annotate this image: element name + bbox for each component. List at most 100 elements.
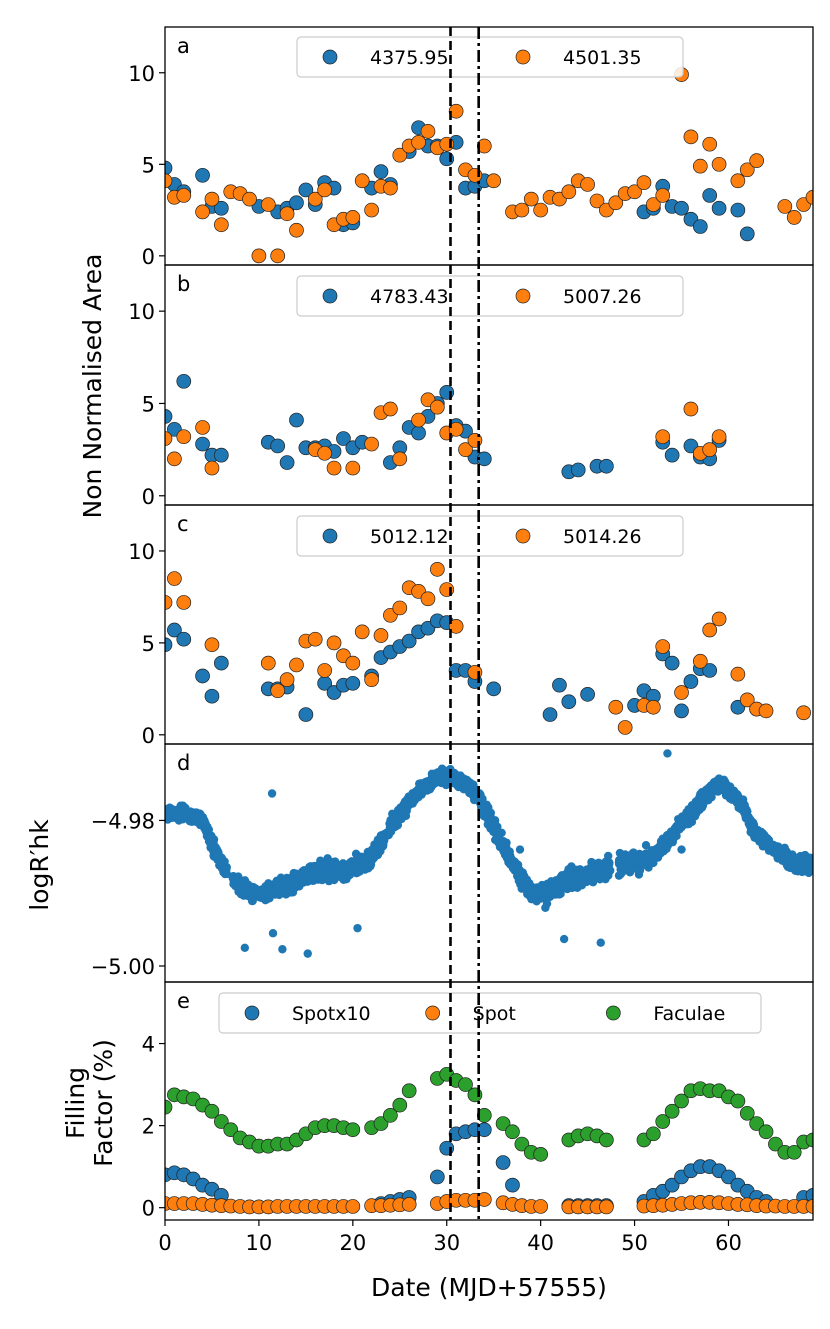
panel-e-point — [476, 1122, 492, 1138]
panel-e-point — [495, 1116, 511, 1131]
panel-d-point — [587, 862, 596, 872]
legend-marker — [515, 49, 531, 65]
panel-d-point — [530, 886, 540, 895]
panel-a-ytick-label: 0 — [142, 245, 155, 269]
panel-d-point — [601, 857, 610, 866]
panel-d-point — [738, 795, 748, 804]
panel-b-point — [411, 425, 426, 441]
panel-b-point — [711, 429, 727, 445]
legend-marker — [515, 288, 531, 304]
panel-c-point — [730, 666, 746, 682]
panel-a-point — [195, 204, 210, 220]
panel-a-point — [805, 189, 813, 205]
panel-b-point — [213, 447, 229, 463]
panel-a-point — [411, 134, 426, 150]
panel-a-point — [176, 188, 192, 203]
legend-label: 5012.12 — [370, 526, 449, 548]
panel-d-point — [331, 867, 341, 876]
panel-d-point — [469, 780, 478, 789]
panel-c-point — [486, 681, 502, 697]
panel-a-point — [165, 160, 173, 176]
panel-d-point — [758, 840, 768, 849]
panel-d-ylabel: logR′hk — [25, 819, 54, 911]
panel-d-point — [272, 881, 281, 890]
panel-b-point — [279, 455, 295, 470]
legend-marker — [322, 528, 338, 544]
panel-b-point — [270, 438, 286, 454]
legend-marker — [322, 288, 338, 304]
panel-e-ytick-label: 2 — [142, 1115, 155, 1139]
legend-marker — [322, 49, 338, 65]
panel-a-point — [486, 173, 502, 189]
panel-a-point — [195, 167, 210, 183]
panel-d-point — [314, 861, 323, 870]
panel-e-point — [533, 1146, 549, 1162]
panel-d-point — [623, 859, 633, 868]
panel-c-letter: c — [177, 512, 189, 536]
panel-c-point — [213, 655, 229, 671]
panel-c-point — [552, 677, 567, 693]
panel-c-legend: 5012.12 5014.26 — [296, 515, 684, 557]
panel-d-point — [717, 776, 726, 786]
panel-a-point — [289, 222, 304, 238]
panel-d-point — [755, 831, 765, 840]
panel-e-point — [664, 1177, 680, 1193]
panel-d-point — [211, 850, 221, 859]
panel-a-point — [645, 197, 661, 212]
panel-e-point — [213, 1114, 229, 1129]
panel-c-point — [167, 571, 182, 586]
panel-e-point — [805, 1199, 813, 1214]
panel-d-point — [364, 862, 373, 871]
panel-a-point — [476, 138, 492, 154]
panel-a-point — [636, 175, 652, 190]
panel-b-ytick-label: 10 — [128, 300, 155, 324]
panel-d-point — [691, 799, 700, 809]
panel-d-letter: d — [177, 751, 190, 775]
panel-d-point — [355, 867, 364, 876]
panel-d-point — [630, 859, 639, 868]
panel-d-point — [646, 850, 656, 859]
panel-c-point — [373, 628, 389, 643]
panel-d-outlier — [240, 943, 250, 952]
panel-a-point — [608, 195, 624, 211]
panel-a-point — [420, 124, 436, 139]
panel-b-point — [599, 458, 614, 474]
panel-c-point — [608, 699, 624, 715]
panel-c-point — [711, 611, 727, 627]
panel-c-series-5014-26 — [165, 561, 811, 735]
panel-e-point — [401, 1083, 417, 1099]
panel-c-point — [655, 639, 671, 654]
panel-c-point — [176, 631, 192, 647]
panel-a-ytick-label: 10 — [128, 62, 155, 86]
panel-c-data — [165, 561, 811, 735]
panel-c-point — [204, 688, 220, 704]
panel-e-point — [599, 1132, 614, 1148]
panel-b-point — [429, 399, 445, 415]
panel-d-point — [167, 806, 176, 815]
panel-e-point — [730, 1093, 746, 1109]
panel-c-point — [364, 672, 379, 688]
panel-b-point — [336, 431, 351, 446]
panel-d-point — [222, 865, 231, 874]
panel-d-point — [374, 836, 383, 846]
panel-d-outlier — [515, 845, 525, 854]
panel-c-point — [796, 705, 811, 721]
panel-c-point — [645, 699, 661, 715]
panel-a-letter: a — [177, 34, 190, 58]
panel-b-point — [326, 460, 342, 476]
panel-c-point — [270, 683, 286, 699]
x-tick-label: 40 — [527, 1231, 554, 1255]
panel-d-outlier — [267, 789, 277, 798]
panel-a-point — [373, 164, 389, 179]
panel-c-ytick-label: 10 — [128, 540, 155, 564]
panel-a-point — [589, 193, 605, 209]
panel-a-point — [749, 153, 765, 168]
panel-b-point — [476, 451, 492, 467]
panel-c-point — [702, 622, 718, 638]
legend-box — [296, 275, 684, 317]
panel-a-point — [561, 184, 577, 200]
panel-a-point — [627, 184, 642, 200]
panel-b-point — [411, 412, 426, 428]
panel-c-point — [326, 635, 342, 651]
panel-d-point — [338, 870, 348, 880]
